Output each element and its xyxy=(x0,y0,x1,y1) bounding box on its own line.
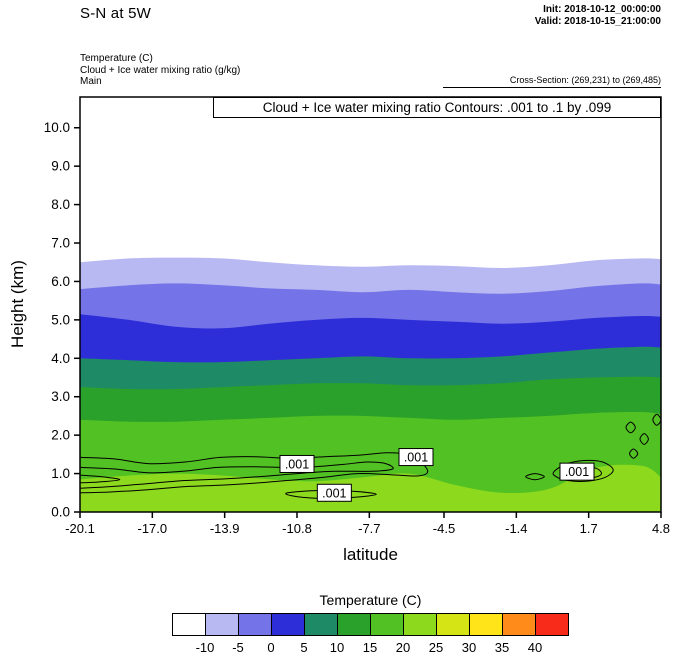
x-tick-label: -7.7 xyxy=(358,521,380,536)
colorbar-tick-label: 20 xyxy=(395,640,411,655)
colorbar-tick-label: 10 xyxy=(329,640,345,655)
colorbar-tick-label: 25 xyxy=(428,640,444,655)
contour-label-box xyxy=(316,483,352,502)
colorbar-cell xyxy=(469,613,503,636)
colorbar-cell xyxy=(205,613,239,636)
x-tick-label: -20.1 xyxy=(65,521,95,536)
cloud-contour-line xyxy=(525,473,545,481)
colorbar-cell xyxy=(436,613,470,636)
y-tick-label: 8.0 xyxy=(51,197,70,212)
cloud-contour-line xyxy=(625,421,636,434)
cloud-contour-line xyxy=(80,474,121,484)
colorbar-cell xyxy=(370,613,404,636)
x-tick-label: 1.7 xyxy=(580,521,598,536)
x-tick-label: 4.8 xyxy=(652,521,670,536)
page-title: S-N at 5W xyxy=(80,5,151,22)
field-domain: Main xyxy=(80,76,102,87)
x-tick-label: -4.5 xyxy=(433,521,455,536)
cross-section-plot: .001 .001 .001 .001 -20.1 -17.0 -13.9 -10.8 -7.7… xyxy=(44,96,670,536)
y-tick-label: 5.0 xyxy=(51,312,70,327)
cloud-contour-line xyxy=(80,452,429,494)
y-tick-label: 4.0 xyxy=(51,351,70,366)
contour-label: .001 xyxy=(565,465,589,479)
legend-title: Temperature (C) xyxy=(319,592,422,608)
field-cloud-ice-ratio: Cloud + Ice water mixing ratio (g/kg) xyxy=(80,64,241,76)
colorbar-tick-label: 30 xyxy=(461,640,477,655)
y-tick-label: 7.0 xyxy=(51,236,70,251)
contour-label-box xyxy=(559,462,595,481)
x-axis-label: latitude xyxy=(343,545,398,564)
colorbar-cell xyxy=(172,613,206,636)
y-axis-label: Height (km) xyxy=(8,260,27,348)
y-tick-label: 0.0 xyxy=(51,505,70,520)
field-list: Temperature (C) Cloud + Ice water mixing… xyxy=(80,53,240,88)
contour-label: .001 xyxy=(285,457,309,471)
contour-label: .001 xyxy=(322,486,346,500)
init-time: Init: 2018-10-12_00:00:00 xyxy=(543,4,661,15)
cross-section-info: Cross-Section: (269,231) to (269,485) xyxy=(443,75,661,88)
colorbar-tick-label: 15 xyxy=(362,640,378,655)
contour-label: .001 xyxy=(404,451,428,465)
valid-time: Valid: 2018-10-15_21:00:00 xyxy=(534,16,661,27)
colorbar: -10 -5 0 5 10 15 20 25 30 35 40 xyxy=(172,613,572,658)
x-tick-label: -13.9 xyxy=(210,521,240,536)
colorbar-cell xyxy=(502,613,536,636)
field-temperature: Temperature (C) xyxy=(80,53,153,64)
x-tick-label: -17.0 xyxy=(138,521,168,536)
colorbar-cell xyxy=(535,613,569,636)
cloud-contour-line xyxy=(639,433,649,445)
x-tick-label: -1.4 xyxy=(505,521,527,536)
colorbar-tick-label: -5 xyxy=(232,640,244,655)
cloud-contour-line xyxy=(80,461,394,489)
x-tick-label: -10.8 xyxy=(282,521,312,536)
colorbar-cell xyxy=(238,613,272,636)
y-tick-label: 3.0 xyxy=(51,389,70,404)
colorbar-tick-label: 40 xyxy=(527,640,543,655)
colorbar-cell xyxy=(271,613,305,636)
y-tick-label: 6.0 xyxy=(51,274,70,289)
colorbar-cell xyxy=(304,613,338,636)
init-valid-block: Init: 2018-10-12_00:00:00 Valid: 2018-10… xyxy=(535,4,661,28)
colorbar-tick-label: 5 xyxy=(300,640,308,655)
cloud-contour-line xyxy=(652,413,661,426)
contour-label-box xyxy=(398,448,434,467)
temperature-band xyxy=(80,464,661,512)
plot-field: .001 .001 .001 .001 xyxy=(80,97,661,512)
y-tick-label: 10.0 xyxy=(44,120,70,135)
colorbar-tick-label: 35 xyxy=(494,640,510,655)
y-tick-label: 2.0 xyxy=(51,428,70,443)
cloud-contour-line xyxy=(628,448,639,459)
colorbar-cell xyxy=(403,613,437,636)
colorbar-tick-label: 0 xyxy=(267,640,275,655)
colorbar-tick-label: -10 xyxy=(195,640,215,655)
y-tick-label: 9.0 xyxy=(51,159,70,174)
contour-label-box xyxy=(279,454,315,473)
y-tick-label: 1.0 xyxy=(51,466,70,481)
contour-info-box: Cloud + Ice water mixing ratio Contours:… xyxy=(213,97,661,118)
colorbar-cell xyxy=(337,613,371,636)
